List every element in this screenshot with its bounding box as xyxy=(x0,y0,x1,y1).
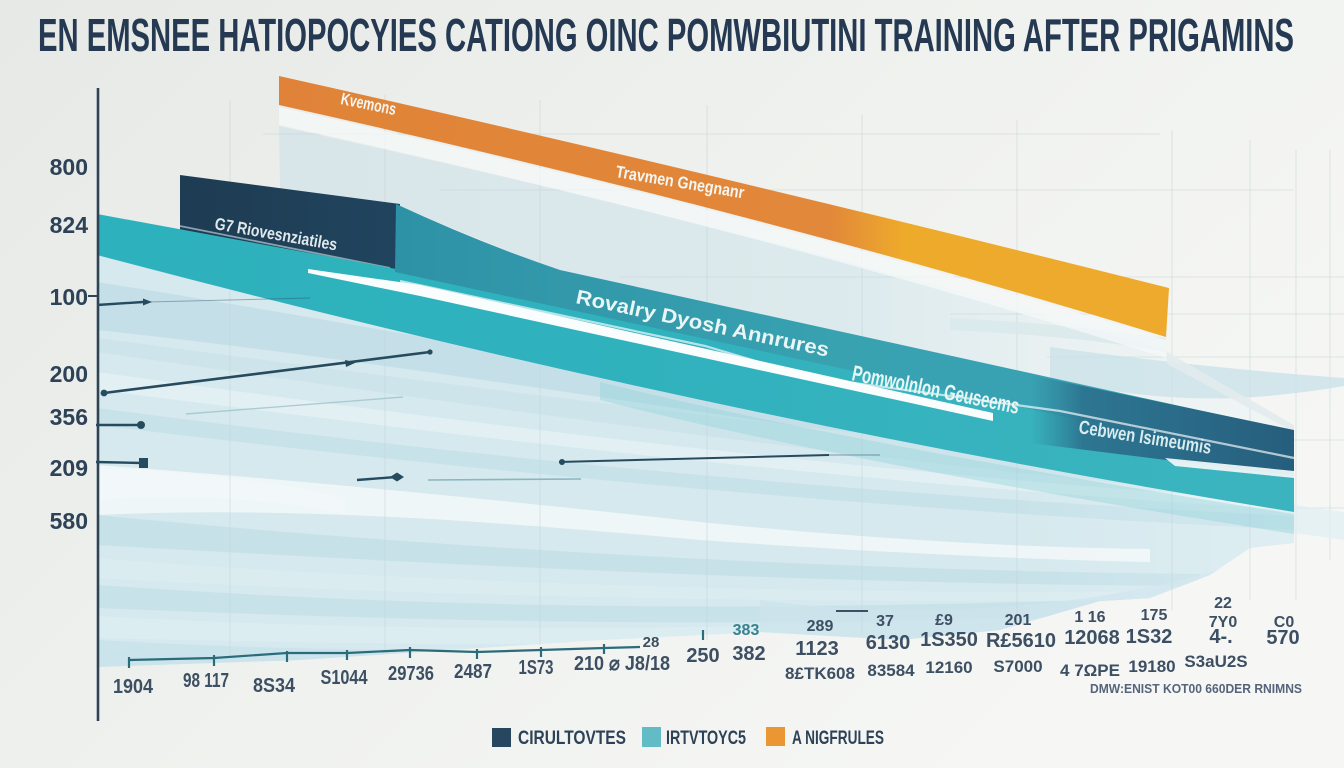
svg-text:A NIGFRULES: A NIGFRULES xyxy=(792,728,884,749)
svg-text:1S350: 1S350 xyxy=(920,629,978,651)
svg-text:2487: 2487 xyxy=(454,661,492,683)
svg-text:22: 22 xyxy=(1214,595,1232,612)
svg-text:8S34: 8S34 xyxy=(253,675,296,697)
svg-text:DMW:ENIST KOT00 660DER RNIMNS: DMW:ENIST KOT00 660DER RNIMNS xyxy=(1090,681,1302,696)
svg-text:1 16: 1 16 xyxy=(1074,609,1105,626)
svg-text:383: 383 xyxy=(733,622,760,639)
svg-text:98 117: 98 117 xyxy=(183,670,229,692)
svg-text:29736: 29736 xyxy=(388,663,434,685)
svg-text:7Y0: 7Y0 xyxy=(1209,614,1238,631)
svg-text:IRTVTOYC5: IRTVTOYC5 xyxy=(666,728,746,749)
svg-text:209: 209 xyxy=(50,455,88,481)
svg-text:570: 570 xyxy=(1266,627,1299,649)
svg-text:200: 200 xyxy=(50,361,88,387)
svg-text:201: 201 xyxy=(1005,612,1032,629)
svg-text:S7000: S7000 xyxy=(993,657,1042,676)
svg-text:4 7ΩΡΕ: 4 7ΩΡΕ xyxy=(1060,661,1120,680)
svg-text:S1044: S1044 xyxy=(321,667,369,689)
svg-text:EN EMSNEE HATIOPOCYIES CATIONG: EN EMSNEE HATIOPOCYIES CATIONG OINC POMW… xyxy=(38,9,1294,61)
svg-text:1S32: 1S32 xyxy=(1126,626,1173,648)
svg-text:356: 356 xyxy=(50,404,88,430)
svg-text:6130: 6130 xyxy=(866,632,911,654)
svg-text:12160: 12160 xyxy=(925,658,972,677)
svg-text:28: 28 xyxy=(643,634,660,651)
svg-text:800: 800 xyxy=(50,154,88,180)
svg-text:£9: £9 xyxy=(935,612,953,629)
svg-text:1S73: 1S73 xyxy=(519,657,554,679)
svg-text:37: 37 xyxy=(876,613,894,630)
svg-text:19180: 19180 xyxy=(1128,657,1175,676)
svg-text:R£5610: R£5610 xyxy=(986,630,1056,652)
svg-text:175: 175 xyxy=(1141,607,1168,624)
svg-text:824: 824 xyxy=(50,212,89,238)
svg-text:S3aU2S: S3aU2S xyxy=(1184,652,1247,671)
svg-text:289: 289 xyxy=(807,618,834,635)
svg-text:CIRULTOVTES: CIRULTOVTES xyxy=(518,728,626,749)
svg-text:210 ⌀ J8/18: 210 ⌀ J8/18 xyxy=(574,653,670,675)
svg-text:580: 580 xyxy=(50,508,88,534)
svg-text:83584: 83584 xyxy=(867,661,915,680)
svg-text:12068: 12068 xyxy=(1064,627,1120,649)
svg-text:100: 100 xyxy=(50,284,88,310)
svg-text:1904: 1904 xyxy=(113,676,154,698)
svg-text:8£TK608: 8£TK608 xyxy=(785,664,855,683)
svg-text:C0: C0 xyxy=(1274,614,1295,631)
svg-text:250: 250 xyxy=(686,645,719,667)
svg-text:382: 382 xyxy=(732,643,765,665)
svg-text:1123: 1123 xyxy=(795,638,838,660)
svg-text:4-.: 4-. xyxy=(1209,626,1232,648)
